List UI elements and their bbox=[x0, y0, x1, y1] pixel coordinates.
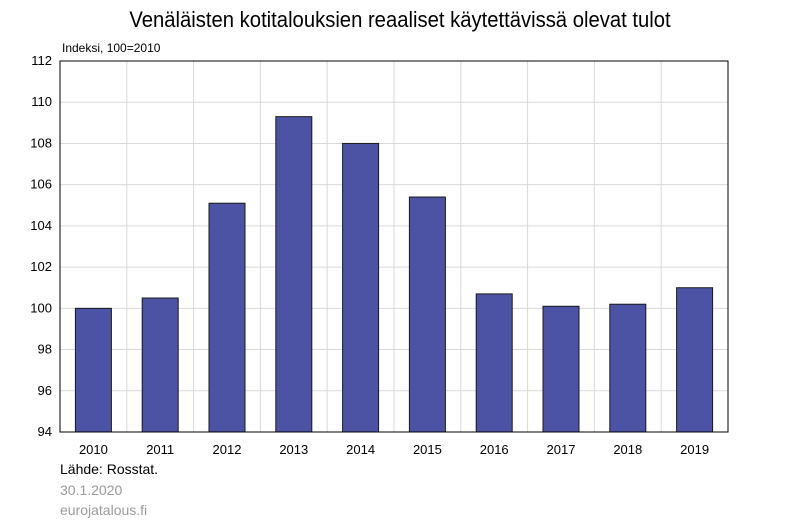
bar-2013 bbox=[275, 116, 313, 433]
bar-2018 bbox=[609, 303, 647, 433]
y-tick-label: 98 bbox=[38, 342, 52, 357]
axis-ticks: 94 96 98 100 102 104 106 108 110 112 2010 2011 2012 2… bbox=[30, 53, 709, 457]
x-tick-label: 2012 bbox=[213, 442, 242, 457]
bar-2011 bbox=[141, 297, 179, 433]
bar-2012 bbox=[208, 202, 246, 433]
y-tick-label: 104 bbox=[30, 218, 52, 233]
y-tick-label: 94 bbox=[38, 424, 52, 439]
x-tick-label: 2017 bbox=[547, 442, 576, 457]
x-tick-label: 2018 bbox=[613, 442, 642, 457]
bar-2010 bbox=[74, 307, 112, 433]
source-note: Lähde: Rosstat. bbox=[60, 461, 159, 477]
x-tick-label: 2010 bbox=[79, 442, 108, 457]
plot-frame bbox=[59, 60, 729, 433]
x-tick-label: 2014 bbox=[346, 442, 375, 457]
bars bbox=[74, 116, 714, 433]
y-tick-label: 112 bbox=[31, 53, 52, 68]
x-tick-label: 2013 bbox=[279, 442, 308, 457]
bar-2015 bbox=[408, 196, 446, 433]
x-tick-label: 2015 bbox=[413, 442, 442, 457]
y-tick-label: 96 bbox=[38, 383, 52, 398]
y-tick-label: 100 bbox=[30, 300, 52, 315]
bar-2019 bbox=[676, 287, 714, 433]
bar-2017 bbox=[542, 305, 580, 433]
y-tick-label: 110 bbox=[31, 94, 52, 109]
y-tick-label: 106 bbox=[30, 177, 52, 192]
y-tick-label: 108 bbox=[30, 135, 52, 150]
site-link[interactable]: eurojatalous.fi bbox=[60, 502, 148, 518]
chart-title: Venäläisten kotitalouksien reaaliset käy… bbox=[129, 7, 671, 32]
x-tick-label: 2016 bbox=[480, 442, 509, 457]
bar-2016 bbox=[475, 293, 513, 433]
x-tick-label: 2011 bbox=[146, 442, 174, 457]
publish-date: 30.1.2020 bbox=[60, 482, 123, 498]
bar-2014 bbox=[342, 142, 380, 433]
x-tick-label: 2019 bbox=[680, 442, 709, 457]
y-tick-label: 102 bbox=[30, 259, 52, 274]
unit-label: Indeksi, 100=2010 bbox=[62, 41, 161, 55]
